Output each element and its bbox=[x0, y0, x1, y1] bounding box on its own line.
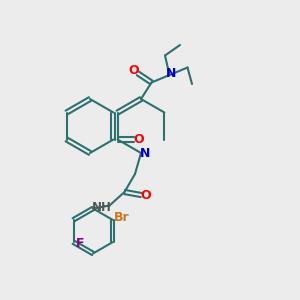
Text: O: O bbox=[140, 188, 151, 202]
Text: Br: Br bbox=[114, 211, 129, 224]
Text: NH: NH bbox=[92, 201, 112, 214]
Text: O: O bbox=[133, 133, 144, 146]
Text: N: N bbox=[166, 67, 176, 80]
Text: O: O bbox=[128, 64, 139, 77]
Text: N: N bbox=[140, 146, 151, 160]
Text: F: F bbox=[76, 237, 84, 250]
